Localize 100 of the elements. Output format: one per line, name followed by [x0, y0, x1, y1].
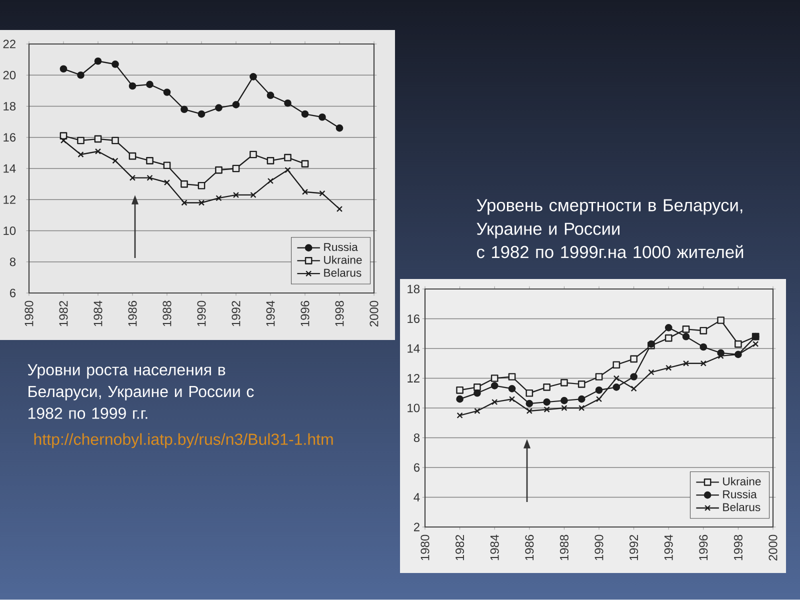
point [128, 152, 136, 160]
point [666, 364, 672, 371]
point [216, 195, 222, 202]
point [181, 200, 188, 206]
x-tick-label: 1996 [699, 534, 708, 560]
point [129, 174, 136, 181]
point [198, 182, 206, 190]
point [578, 395, 586, 403]
point [77, 71, 84, 79]
y-tick-label: 20 [3, 70, 16, 80]
point [595, 386, 603, 394]
y-tick-label: 4 [414, 493, 420, 502]
point [215, 104, 222, 112]
point [508, 384, 516, 392]
point [734, 340, 742, 348]
point [700, 360, 706, 366]
point [717, 316, 724, 324]
point [60, 132, 68, 140]
x-tick-label: 1982 [456, 534, 464, 560]
point [526, 389, 534, 397]
y-tick-label: 8 [414, 433, 420, 442]
y-tick-label: 12 [408, 374, 420, 382]
point [664, 324, 672, 332]
x-tick-label: 1994 [266, 300, 275, 326]
x-tick-label: 1992 [630, 534, 638, 560]
point [232, 101, 240, 108]
x-tick-label: 2000 [370, 300, 378, 326]
point [94, 148, 102, 154]
point [630, 355, 638, 363]
point [526, 408, 532, 414]
text: Уровни роста населения в Беларуси, Украине и России с 1982 по 1999 г.г. [28, 364, 254, 419]
point [544, 406, 550, 413]
point [146, 174, 153, 181]
point [112, 158, 118, 164]
point [284, 154, 292, 162]
point [474, 384, 481, 391]
x-tick-label: 1998 [734, 534, 742, 560]
point [180, 180, 188, 188]
x-tick-label: 1986 [525, 534, 534, 560]
y-tick-label: 8 [10, 258, 16, 266]
point [492, 398, 498, 406]
point [526, 400, 534, 408]
x-tick-label: 1986 [128, 300, 137, 326]
point [613, 375, 620, 382]
legend-label: Ukraine [723, 477, 761, 486]
point [60, 137, 67, 144]
point [163, 88, 171, 96]
point [612, 384, 620, 391]
point [146, 80, 154, 88]
point [543, 398, 550, 406]
y-tick-label: 18 [4, 102, 16, 111]
x-tick-label: 1982 [59, 300, 68, 326]
point [266, 157, 274, 164]
legend-label: Belarus [723, 502, 760, 512]
point [163, 162, 171, 170]
legend-label: Ukraine [324, 256, 362, 264]
y-tick-label: 6 [414, 463, 420, 472]
point [180, 106, 188, 114]
x-tick-label: 1988 [162, 300, 172, 326]
point [250, 192, 256, 198]
legend-label: Belarus [324, 268, 362, 277]
point [578, 404, 585, 412]
point [648, 369, 654, 376]
x-tick-label: 1996 [300, 300, 310, 326]
point [77, 136, 84, 144]
x-tick-label: 1984 [94, 300, 102, 326]
point [336, 206, 343, 212]
x-tick-label: 1984 [490, 534, 499, 560]
y-tick-label: 22 [3, 40, 16, 48]
point [60, 65, 68, 73]
x-tick-label: 1980 [24, 300, 34, 326]
y-tick-label: 2 [414, 522, 420, 532]
y-tick-label: 6 [10, 288, 16, 298]
x-tick-label: 2000 [768, 534, 778, 560]
x-tick-label: 1990 [197, 300, 206, 326]
point [112, 60, 119, 68]
point [232, 192, 240, 198]
text: http://chernobyl.iatp.by/rus/n3/Bul31-1.htm [34, 433, 333, 448]
point [266, 92, 274, 100]
point [284, 167, 291, 174]
x-tick-label: 1998 [335, 300, 344, 326]
point [164, 179, 170, 186]
point [456, 386, 464, 394]
point [456, 395, 464, 403]
y-tick-label: 14 [4, 164, 16, 173]
point [474, 389, 481, 397]
point [94, 57, 102, 65]
point [318, 113, 326, 121]
x-tick-label: 1994 [664, 534, 673, 560]
point [612, 361, 620, 369]
point [198, 200, 205, 206]
point [682, 325, 690, 333]
point [232, 164, 240, 172]
legend-label: Russia [723, 490, 757, 498]
point [284, 99, 292, 107]
point [474, 408, 480, 414]
y-tick-label: 10 [4, 226, 16, 235]
point [752, 340, 759, 348]
point [250, 73, 257, 80]
point [146, 157, 154, 164]
